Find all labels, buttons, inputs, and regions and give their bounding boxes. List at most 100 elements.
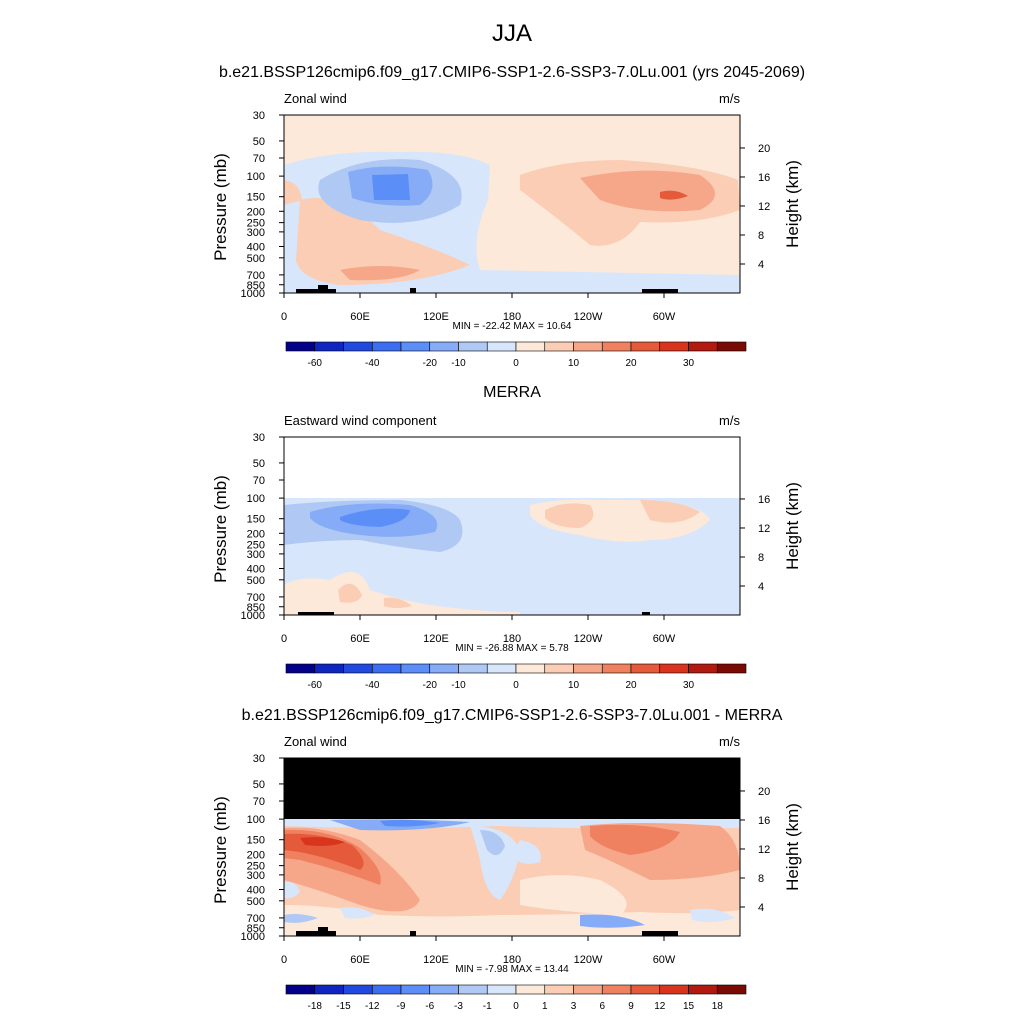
colorbar-swatch <box>544 984 574 995</box>
colorbar-swatch <box>285 984 316 995</box>
colorbar-swatch <box>400 663 431 674</box>
colorbar-swatch <box>314 663 344 674</box>
pressure-tick-label: 1000 <box>241 931 265 943</box>
x-tick-label: 180 <box>503 633 521 645</box>
colorbar-label: 20 <box>625 680 637 691</box>
stats-label: MIN = -22.42 MAX = 10.64 <box>453 321 572 332</box>
pressure-tick-label: 50 <box>253 458 265 470</box>
colorbar-label: 0 <box>513 358 519 369</box>
x-tick-label: 60W <box>653 633 676 645</box>
panel-3-plot: 3050701001502002503004005007008501000201… <box>211 734 802 1012</box>
colorbar-swatch <box>688 341 718 352</box>
x-tick-label: 120W <box>574 311 603 323</box>
colorbar-swatch <box>400 341 431 352</box>
colorbar-label: 10 <box>568 680 580 691</box>
panel-2-plot: 3050701001502002503004005007008501000161… <box>211 413 802 691</box>
colorbar-label: -40 <box>365 358 380 369</box>
height-tick-label: 12 <box>758 523 770 535</box>
colorbar-swatch <box>601 663 632 674</box>
units-label: m/s <box>719 413 740 428</box>
colorbar-swatch <box>343 984 373 995</box>
colorbar-label: -20 <box>423 358 438 369</box>
colorbar-swatch <box>458 341 488 352</box>
x-tick-label: 60E <box>350 633 370 645</box>
pressure-tick-label: 700 <box>247 592 265 604</box>
colorbar-swatch <box>486 663 517 674</box>
pressure-tick-label: 250 <box>247 540 265 552</box>
height-tick-label: 16 <box>758 494 770 506</box>
colorbar-swatch <box>716 663 747 674</box>
pressure-tick-label: 30 <box>253 753 265 765</box>
pressure-tick-label: 200 <box>247 206 265 218</box>
y2-axis-label: Height (km) <box>783 803 802 891</box>
pressure-tick-label: 200 <box>247 849 265 861</box>
colorbar-swatch <box>343 663 373 674</box>
colorbar-swatch <box>314 341 344 352</box>
y2-axis-label: Height (km) <box>783 482 802 570</box>
height-tick-label: 8 <box>758 552 764 564</box>
colorbar-swatch <box>429 663 459 674</box>
colorbar-swatch <box>314 984 344 995</box>
pressure-tick-label: 30 <box>253 432 265 444</box>
pressure-tick-label: 300 <box>247 870 265 882</box>
variable-label: Zonal wind <box>284 734 347 749</box>
y-axis-label: Pressure (mb) <box>211 475 230 583</box>
pressure-tick-label: 400 <box>247 563 265 575</box>
colorbar-label: -15 <box>336 1001 351 1012</box>
height-tick-label: 8 <box>758 873 764 885</box>
panel-1-title: b.e21.BSSP126cmip6.f09_g17.CMIP6-SSP1-2.… <box>218 64 806 81</box>
pressure-tick-label: 70 <box>253 153 265 165</box>
x-tick-label: 60E <box>350 311 370 323</box>
colorbar-label: -12 <box>365 1001 380 1012</box>
height-tick-label: 4 <box>758 581 764 593</box>
colorbar-swatch <box>429 984 459 995</box>
colorbar-label: 9 <box>628 1001 634 1012</box>
colorbar-label: 1 <box>542 1001 548 1012</box>
pressure-tick-label: 100 <box>247 493 265 505</box>
colorbar-swatch <box>515 984 546 995</box>
colorbar-swatch <box>371 984 402 995</box>
y-axis-label: Pressure (mb) <box>211 796 230 904</box>
colorbar-swatch <box>573 663 603 674</box>
stats-label: MIN = -7.98 MAX = 13.44 <box>455 964 569 975</box>
height-tick-label: 16 <box>758 815 770 827</box>
colorbar-swatch <box>458 984 488 995</box>
y2-axis-label: Height (km) <box>783 160 802 248</box>
colorbar-swatch <box>343 341 373 352</box>
colorbar-swatch <box>573 341 603 352</box>
colorbar-label: 15 <box>683 1001 695 1012</box>
colorbar-swatch <box>400 984 431 995</box>
colorbar-swatch <box>630 341 661 352</box>
colorbar-label: 18 <box>712 1001 724 1012</box>
colorbar-swatch <box>515 663 546 674</box>
colorbar-label: -20 <box>423 680 438 691</box>
colorbar-swatch <box>429 341 459 352</box>
height-tick-label: 16 <box>758 172 770 184</box>
colorbar-label: -9 <box>397 1001 406 1012</box>
colorbar-swatch <box>630 663 661 674</box>
pressure-tick-label: 850 <box>247 280 265 292</box>
colorbar-label: -60 <box>308 680 323 691</box>
colorbar-label: -10 <box>451 358 466 369</box>
x-tick-label: 120W <box>574 633 603 645</box>
panel-2-field <box>284 437 740 615</box>
colorbar-swatch <box>285 341 316 352</box>
colorbar-swatch <box>544 663 574 674</box>
colorbar-swatch <box>371 663 402 674</box>
pressure-tick-label: 400 <box>247 884 265 896</box>
pressure-tick-label: 50 <box>253 136 265 148</box>
colorbar-label: -6 <box>425 1001 434 1012</box>
colorbar-swatch <box>601 341 632 352</box>
pressure-tick-label: 250 <box>247 218 265 230</box>
colorbar-label: 10 <box>568 358 580 369</box>
pressure-tick-label: 70 <box>253 796 265 808</box>
x-tick-label: 60W <box>653 954 676 966</box>
colorbar-label: 30 <box>683 680 695 691</box>
colorbar-label: 20 <box>625 358 637 369</box>
panel-3-title: b.e21.BSSP126cmip6.f09_g17.CMIP6-SSP1-2.… <box>241 707 783 724</box>
colorbar-swatch <box>688 984 718 995</box>
y-axis-label: Pressure (mb) <box>211 153 230 261</box>
height-tick-label: 4 <box>758 259 764 271</box>
colorbar-swatch <box>285 663 316 674</box>
stats-label: MIN = -26.88 MAX = 5.78 <box>455 643 569 654</box>
